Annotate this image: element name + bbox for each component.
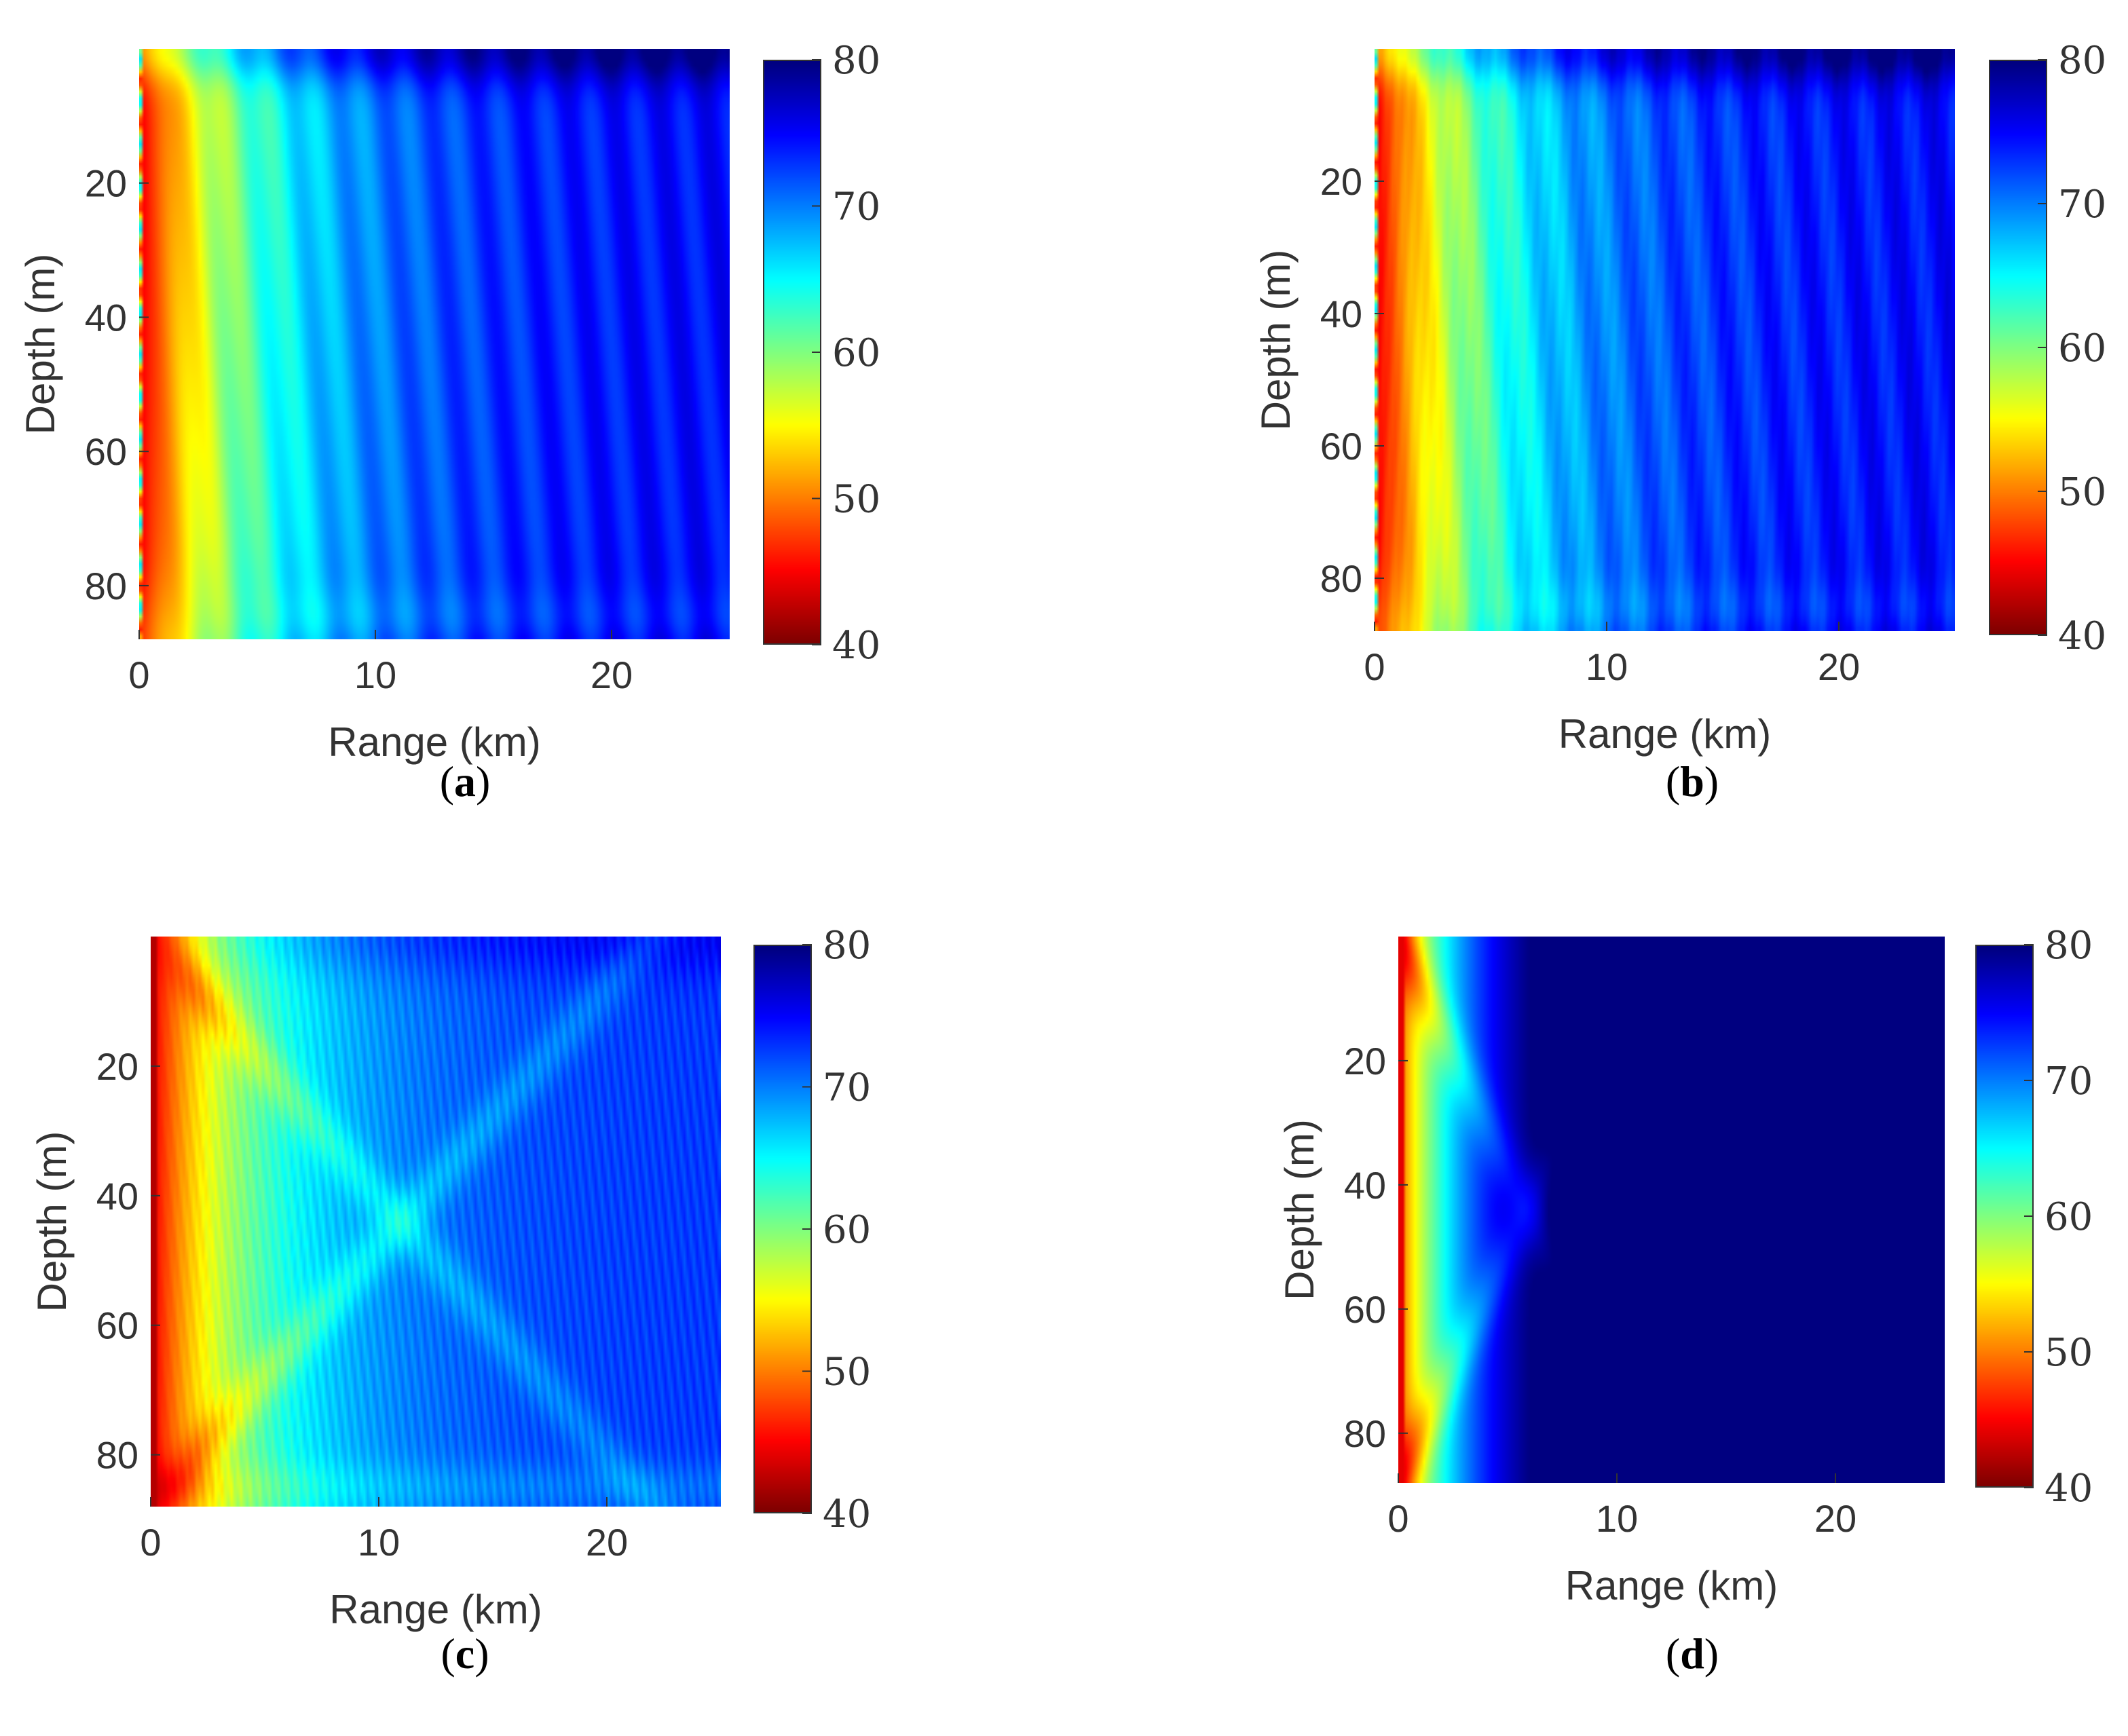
y-tick-label: 80	[1320, 557, 1362, 600]
y-tick-label: 20	[1320, 160, 1362, 203]
x-tick-label: 20	[1814, 1497, 1856, 1540]
x-tick-label: 0	[140, 1521, 161, 1564]
y-axis-title: Depth (m)	[1277, 1119, 1322, 1300]
y-tick-label: 40	[96, 1175, 138, 1218]
y-tick-label: 40	[1320, 293, 1362, 335]
colorbar-tick-label: 40	[2045, 1467, 2093, 1511]
caption-d: (d)	[1665, 1629, 1719, 1678]
colorbar-tick-label: 50	[2058, 470, 2106, 514]
colorbar-tick-label: 80	[823, 924, 871, 968]
y-tick-label: 80	[85, 565, 127, 607]
y-axis-title: Depth (m)	[29, 1131, 75, 1313]
colorbar-tick-label: 70	[2045, 1059, 2093, 1103]
x-axis-title: Range (km)	[329, 1587, 542, 1632]
y-axis-title: Depth (m)	[18, 254, 63, 435]
colorbar-tick-label: 60	[2058, 326, 2106, 371]
caption-letter: d	[1680, 1629, 1704, 1678]
caption-letter: a	[454, 757, 476, 806]
colorbar-tick-label: 40	[2058, 614, 2106, 658]
x-tick-label: 10	[358, 1521, 400, 1564]
colorbar-tick-label: 60	[823, 1208, 871, 1252]
colorbar-b	[1989, 60, 2047, 635]
caption-a: (a)	[439, 757, 491, 806]
y-tick-label: 40	[1344, 1164, 1386, 1207]
colorbar-tick-label: 80	[832, 39, 880, 83]
colorbar-a	[763, 60, 821, 645]
x-tick-label: 10	[1586, 645, 1628, 688]
x-tick-label: 0	[1387, 1497, 1408, 1540]
heatmap-a	[139, 49, 730, 639]
y-tick-label: 60	[96, 1304, 138, 1347]
colorbar-tick-label: 60	[2045, 1195, 2093, 1239]
y-tick-label: 80	[1344, 1412, 1386, 1455]
x-tick-label: 20	[586, 1521, 628, 1564]
y-axis-title: Depth (m)	[1253, 250, 1299, 431]
heatmap-b	[1375, 49, 1955, 631]
colorbar-tick-label: 50	[832, 478, 880, 522]
colorbar-d	[1975, 945, 2034, 1488]
x-tick-label: 0	[128, 654, 149, 696]
colorbar-tick-label: 60	[832, 331, 880, 375]
y-tick-label: 20	[85, 162, 127, 205]
x-axis-title: Range (km)	[1558, 711, 1771, 757]
caption-c: (c)	[441, 1629, 489, 1678]
colorbar-tick-label: 70	[2058, 183, 2106, 227]
x-tick-label: 10	[1596, 1497, 1638, 1540]
colorbar-tick-label: 50	[2045, 1331, 2093, 1375]
x-tick-label: 20	[591, 654, 633, 696]
x-tick-label: 20	[1818, 645, 1860, 688]
caption-letter: c	[455, 1629, 475, 1678]
y-tick-label: 80	[96, 1434, 138, 1477]
colorbar-tick-label: 80	[2045, 924, 2093, 968]
caption-letter: b	[1680, 757, 1704, 806]
colorbar-tick-label: 70	[823, 1066, 871, 1110]
y-tick-label: 60	[85, 430, 127, 473]
y-tick-label: 40	[85, 296, 127, 339]
y-tick-label: 20	[96, 1045, 138, 1088]
colorbar-tick-label: 40	[823, 1492, 871, 1536]
heatmap-d	[1398, 937, 1945, 1483]
x-tick-label: 0	[1364, 645, 1385, 688]
colorbar-tick-label: 40	[832, 624, 880, 668]
y-tick-label: 20	[1344, 1040, 1386, 1082]
caption-b: (b)	[1665, 757, 1719, 806]
colorbar-tick-label: 70	[832, 185, 880, 229]
colorbar-tick-label: 80	[2058, 39, 2106, 83]
y-tick-label: 60	[1320, 425, 1362, 468]
x-tick-label: 10	[354, 654, 396, 696]
x-axis-title: Range (km)	[328, 719, 540, 765]
y-tick-label: 60	[1344, 1288, 1386, 1331]
x-axis-title: Range (km)	[1565, 1563, 1778, 1608]
colorbar-tick-label: 50	[823, 1351, 871, 1395]
heatmap-c	[151, 937, 721, 1507]
